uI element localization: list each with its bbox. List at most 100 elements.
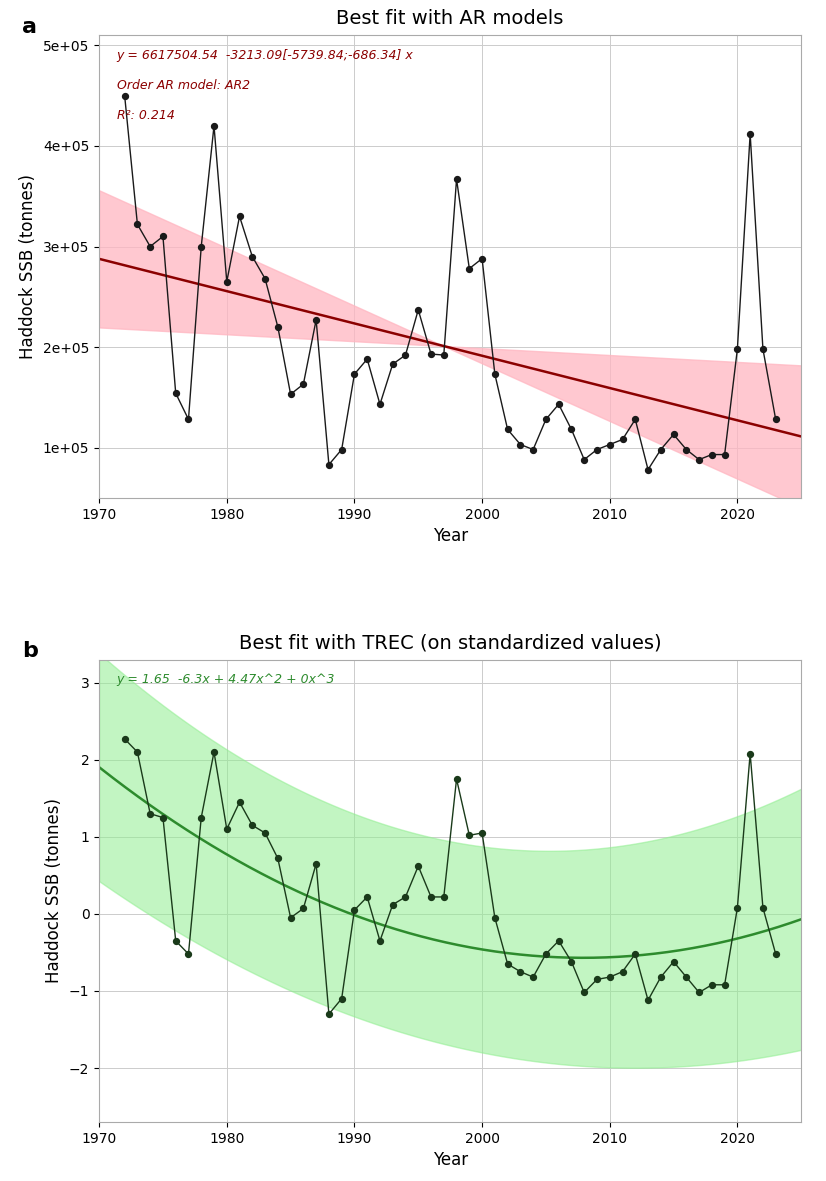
Point [680,967,693,986]
Point [373,394,387,413]
Point [259,269,272,288]
Point [552,394,565,413]
Point [565,952,578,971]
Point [616,963,629,981]
Point [322,455,335,474]
Point [361,887,374,906]
Point [156,808,169,827]
Point [743,744,757,763]
Text: R²: 0.214: R²: 0.214 [116,110,174,123]
Point [386,354,399,373]
Point [539,410,553,429]
Point [207,117,221,136]
Point [463,826,476,844]
Point [718,445,731,464]
Point [118,86,131,105]
Point [642,461,655,479]
Point [156,227,169,246]
Point [667,952,680,971]
Text: b: b [21,641,38,661]
Point [769,410,782,429]
Point [245,247,259,266]
Point [310,311,323,329]
Point [476,823,489,842]
Point [284,908,297,927]
Point [245,816,259,835]
Point [233,792,246,811]
Point [705,445,719,464]
Point [743,124,757,143]
Point [221,273,234,292]
Text: y = 1.65  -6.3x + 4.47x^2 + 0x^3: y = 1.65 -6.3x + 4.47x^2 + 0x^3 [116,673,335,686]
Point [399,346,412,365]
Point [603,435,616,454]
Point [310,854,323,873]
Point [131,743,144,762]
Point [348,901,361,920]
Point [259,823,272,842]
Point [233,207,246,226]
Point [425,345,438,364]
Point [501,420,515,439]
Point [118,730,131,749]
Point [591,441,604,459]
Point [488,908,501,927]
Point [411,300,425,319]
Point [131,215,144,234]
X-axis label: Year: Year [433,527,468,546]
Point [680,441,693,459]
Point [757,340,770,359]
Point [335,990,349,1009]
Y-axis label: Haddock SSB (tonnes): Haddock SSB (tonnes) [19,174,37,359]
Point [221,820,234,839]
Point [629,410,642,429]
Point [501,954,515,973]
Point [169,932,183,951]
Point [297,374,310,393]
Point [667,425,680,444]
Text: a: a [21,17,37,37]
Point [539,945,553,964]
Point [577,450,591,469]
Point [591,970,604,988]
Point [348,365,361,384]
Point [603,967,616,986]
Point [335,441,349,459]
Point [182,945,195,964]
Point [488,365,501,384]
Point [476,249,489,268]
Point [526,967,539,986]
Point [692,450,705,469]
Point [195,808,208,827]
Point [373,932,387,951]
Point [144,804,157,823]
Point [654,967,667,986]
Point [207,743,221,762]
Point [514,963,527,981]
Point [565,420,578,439]
Point [616,430,629,449]
Title: Best fit with TREC (on standardized values): Best fit with TREC (on standardized valu… [239,633,662,652]
Point [450,170,463,189]
Point [437,887,450,906]
Point [284,385,297,404]
Point [642,991,655,1010]
Point [705,976,719,994]
Point [182,410,195,429]
Point [425,887,438,906]
Text: y = 6617504.54  -3213.09[-5739.84;-686.34] x: y = 6617504.54 -3213.09[-5739.84;-686.34… [116,50,414,63]
Point [271,318,284,337]
Point [731,899,744,918]
Point [769,945,782,964]
Point [322,1005,335,1024]
Point [718,976,731,994]
Point [386,895,399,914]
Point [463,259,476,278]
Text: Order AR model: AR2: Order AR model: AR2 [116,79,249,92]
Point [169,384,183,403]
Point [757,899,770,918]
Point [399,887,412,906]
X-axis label: Year: Year [433,1151,468,1169]
Point [437,346,450,365]
Title: Best fit with AR models: Best fit with AR models [336,9,564,28]
